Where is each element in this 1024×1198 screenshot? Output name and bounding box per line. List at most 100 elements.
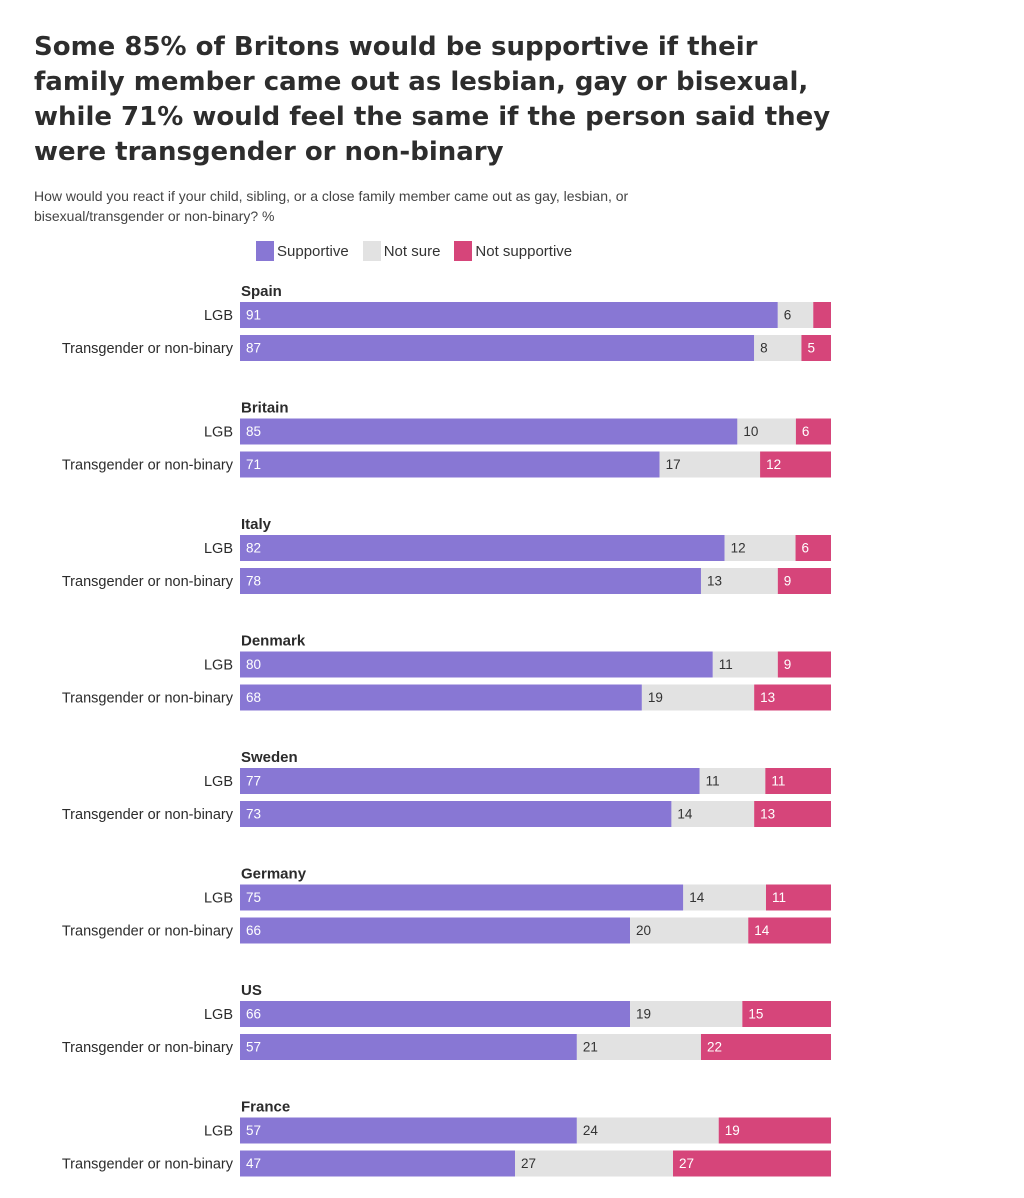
bar-us-trans-supportive <box>240 1034 577 1060</box>
bar-denmark-trans-not-supportive <box>754 684 831 711</box>
data-label-spain-trans-supportive: 87 <box>246 341 261 356</box>
data-label-france-trans-not-sure: 27 <box>521 1156 536 1171</box>
data-label-denmark-trans-supportive: 68 <box>246 690 261 705</box>
row-label-germany-trans: Transgender or non-binary <box>62 923 234 939</box>
row-label-italy-lgb: LGB <box>204 541 233 557</box>
bar-us-lgb-not-supportive <box>742 1001 831 1027</box>
data-label-denmark-trans-not-supportive: 13 <box>760 690 775 705</box>
country-label-italy: Italy <box>241 516 272 533</box>
data-label-denmark-lgb-not-supportive: 9 <box>784 657 792 672</box>
data-label-italy-trans-not-supportive: 9 <box>784 574 792 589</box>
bar-denmark-lgb-not-sure <box>712 651 778 678</box>
row-label-britain-trans: Transgender or non-binary <box>62 457 234 473</box>
data-label-denmark-lgb-not-sure: 11 <box>719 657 733 672</box>
row-label-britain-lgb: LGB <box>204 424 233 440</box>
bar-sweden-trans-not-sure <box>671 801 755 827</box>
bar-britain-lgb-supportive <box>240 418 738 445</box>
data-label-germany-lgb-supportive: 75 <box>246 890 261 905</box>
row-label-france-lgb: LGB <box>204 1123 233 1139</box>
bar-germany-lgb-not-supportive <box>765 884 831 911</box>
data-label-sweden-trans-supportive: 73 <box>246 807 261 822</box>
bar-germany-trans-supportive <box>240 917 631 944</box>
bar-us-lgb-supportive <box>240 1001 631 1027</box>
row-label-denmark-trans: Transgender or non-binary <box>62 690 234 706</box>
bar-us-trans-not-sure <box>576 1034 701 1060</box>
data-label-denmark-trans-not-sure: 19 <box>648 690 663 705</box>
data-label-sweden-trans-not-sure: 14 <box>677 807 693 822</box>
data-label-britain-lgb-not-sure: 10 <box>743 424 758 439</box>
data-label-france-trans-not-supportive: 27 <box>679 1156 694 1171</box>
bar-britain-trans-not-supportive <box>760 451 831 478</box>
row-label-sweden-lgb: LGB <box>204 774 233 790</box>
data-label-denmark-lgb-supportive: 80 <box>246 657 261 672</box>
data-label-britain-lgb-supportive: 85 <box>246 424 261 439</box>
data-label-sweden-trans-not-supportive: 13 <box>760 807 775 822</box>
bar-denmark-trans-not-sure <box>641 684 755 711</box>
bar-france-trans-not-sure <box>515 1150 674 1177</box>
row-label-us-lgb: LGB <box>204 1007 233 1023</box>
bar-france-lgb-not-supportive <box>718 1117 831 1144</box>
bar-france-trans-not-supportive <box>673 1150 831 1177</box>
country-label-germany: Germany <box>241 865 307 882</box>
data-label-sweden-lgb-not-supportive: 11 <box>771 774 785 789</box>
data-label-france-trans-supportive: 47 <box>246 1156 261 1171</box>
bar-spain-lgb-supportive <box>240 302 778 328</box>
country-label-spain: Spain <box>241 283 282 300</box>
data-label-britain-trans-supportive: 71 <box>246 457 261 472</box>
chart-subtitle: How would you react if your child, sibli… <box>34 188 629 224</box>
bar-france-trans-supportive <box>240 1150 516 1177</box>
bar-italy-trans-supportive <box>240 568 701 594</box>
bar-germany-lgb-supportive <box>240 884 684 911</box>
data-label-france-lgb-supportive: 57 <box>246 1123 261 1138</box>
data-label-italy-lgb-not-sure: 12 <box>731 541 746 556</box>
bar-denmark-lgb-supportive <box>240 651 713 678</box>
bar-sweden-trans-supportive <box>240 801 672 827</box>
data-label-italy-lgb-not-supportive: 6 <box>802 541 810 556</box>
bar-spain-lgb-not-supportive <box>813 302 831 328</box>
data-label-britain-trans-not-supportive: 12 <box>766 457 781 472</box>
row-label-italy-trans: Transgender or non-binary <box>62 574 234 590</box>
bar-britain-trans-not-sure <box>659 451 761 478</box>
legend-label-supportive: Supportive <box>277 242 349 260</box>
bar-germany-trans-not-sure <box>630 917 749 944</box>
row-label-spain-trans: Transgender or non-binary <box>62 341 234 357</box>
data-label-us-trans-not-supportive: 22 <box>707 1040 722 1055</box>
data-label-us-trans-supportive: 57 <box>246 1040 261 1055</box>
bar-denmark-lgb-not-supportive <box>777 651 831 678</box>
country-label-us: US <box>241 982 262 999</box>
data-label-us-trans-not-sure: 21 <box>583 1040 598 1055</box>
row-label-germany-lgb: LGB <box>204 890 233 906</box>
bar-italy-lgb-supportive <box>240 535 725 561</box>
data-label-germany-lgb-not-sure: 14 <box>689 890 705 905</box>
chart-title: Some 85% of Britons would be supportive … <box>34 32 831 167</box>
legend-item-not-supportive: Not supportive <box>454 241 572 261</box>
data-label-spain-lgb-supportive: 91 <box>246 308 261 323</box>
row-label-us-trans: Transgender or non-binary <box>62 1040 234 1056</box>
row-label-spain-lgb: LGB <box>204 308 233 324</box>
bar-spain-trans-supportive <box>240 335 755 361</box>
data-label-italy-lgb-supportive: 82 <box>246 541 261 556</box>
bar-sweden-lgb-not-sure <box>699 768 766 794</box>
bar-france-lgb-not-sure <box>576 1117 719 1144</box>
data-label-germany-trans-supportive: 66 <box>246 923 261 938</box>
data-label-us-lgb-supportive: 66 <box>246 1007 261 1022</box>
data-label-spain-trans-not-supportive: 5 <box>807 341 815 356</box>
bar-britain-lgb-not-supportive <box>795 418 831 445</box>
data-label-sweden-lgb-not-sure: 11 <box>706 774 720 789</box>
legend-label-not-supportive: Not supportive <box>475 242 573 260</box>
data-label-france-lgb-not-sure: 24 <box>583 1123 599 1138</box>
bar-us-trans-not-supportive <box>700 1034 831 1060</box>
data-label-sweden-lgb-supportive: 77 <box>246 774 261 789</box>
country-label-denmark: Denmark <box>241 632 306 649</box>
data-label-germany-trans-not-supportive: 14 <box>754 923 770 938</box>
data-label-italy-trans-supportive: 78 <box>246 574 261 589</box>
data-label-britain-lgb-not-supportive: 6 <box>802 424 810 439</box>
bar-sweden-trans-not-supportive <box>754 801 831 827</box>
data-label-britain-trans-not-sure: 17 <box>666 457 681 472</box>
data-label-germany-lgb-not-supportive: 11 <box>772 890 786 905</box>
bar-italy-trans-not-sure <box>700 568 778 594</box>
data-label-spain-lgb-not-sure: 6 <box>784 308 792 323</box>
legend-label-not-sure: Not sure <box>383 242 441 260</box>
row-label-france-trans: Transgender or non-binary <box>62 1156 234 1172</box>
bar-france-lgb-supportive <box>240 1117 577 1144</box>
